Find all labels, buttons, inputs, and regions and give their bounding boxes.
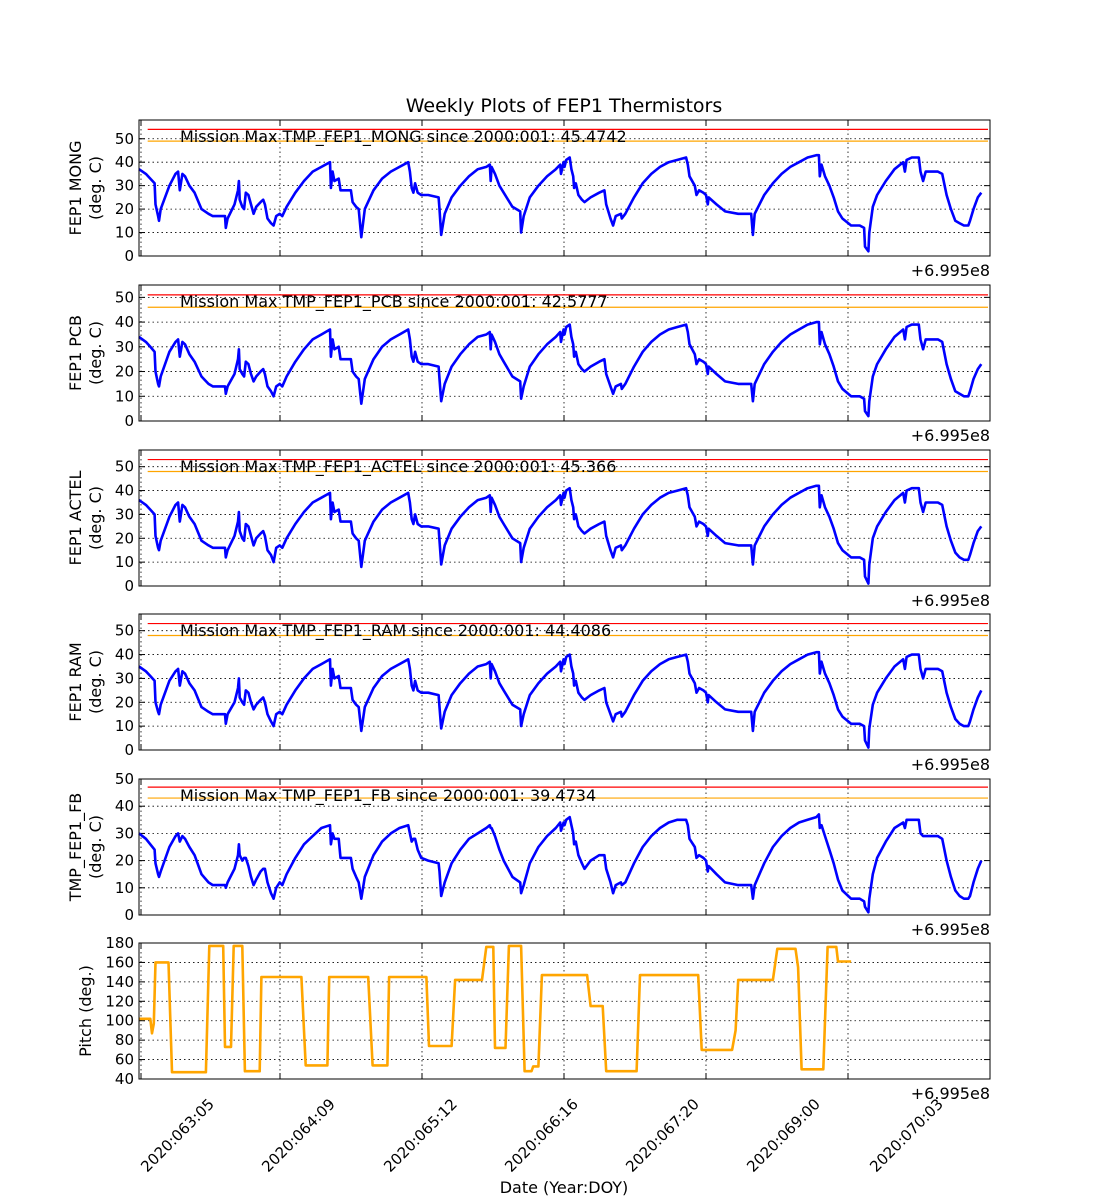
panel-1: 0 10 20 30 40 50 Mission Max TMP_FEP1_MONG sin… xyxy=(66,119,991,280)
mission-max-annotation: Mission Max TMP_FEP1_PCB since 2000:001:… xyxy=(180,292,608,312)
y-axis-label: Pitch (deg.) xyxy=(76,965,95,1057)
x-tick-label: 2020:063:05 xyxy=(137,1095,218,1176)
mission-max-annotation: Mission Max TMP_FEP1_FB since 2000:001: … xyxy=(180,786,596,806)
y-tick-label: 0 xyxy=(124,906,134,924)
y-tick-label: 180 xyxy=(105,934,134,952)
y-axis-label: (deg. C) xyxy=(86,650,105,714)
y-tick-label: 50 xyxy=(115,770,134,788)
y-tick-label: 40 xyxy=(115,797,134,815)
y-tick-label: 30 xyxy=(115,505,134,523)
axes-frame xyxy=(138,778,991,916)
x-tick-label: 2020:066:16 xyxy=(501,1095,582,1176)
panels: 0 10 20 30 40 50 Mission Max TMP_FEP1_MONG sin… xyxy=(66,119,991,1176)
y-tick-label: 60 xyxy=(115,1051,134,1069)
y-tick-label: 30 xyxy=(115,338,134,356)
y-axis-label: (deg. C) xyxy=(86,321,105,385)
mission-max-annotation: Mission Max TMP_FEP1_MONG since 2000:001… xyxy=(180,127,627,147)
y-tick-label: 20 xyxy=(115,200,134,218)
panel-3: 0 10 20 30 40 50 Mission Max TMP_FEP1_ACTEL si… xyxy=(66,449,991,610)
y-axis-label: (deg. C) xyxy=(86,156,105,220)
x-tick-label: 2020:065:12 xyxy=(380,1095,461,1176)
mission-max-annotation: Mission Max TMP_FEP1_ACTEL since 2000:00… xyxy=(180,457,616,477)
y-tick-label: 140 xyxy=(105,973,134,991)
mission-max-annotation: Mission Max TMP_FEP1_RAM since 2000:001:… xyxy=(180,621,611,641)
x-offset-text: +6.995e8 xyxy=(911,261,990,280)
y-tick-label: 0 xyxy=(124,247,134,265)
axes-frame xyxy=(138,119,991,257)
y-tick-label: 100 xyxy=(105,1012,134,1030)
x-tick-label: 2020:064:09 xyxy=(258,1095,339,1176)
y-tick-label: 50 xyxy=(115,458,134,476)
series-line xyxy=(138,484,983,585)
y-tick-label: 30 xyxy=(115,824,134,842)
panel-5: 0 10 20 30 40 50 Mission Max TMP_FEP1_FB since… xyxy=(66,770,991,939)
y-tick-label: 10 xyxy=(115,879,134,897)
y-tick-label: 20 xyxy=(115,852,134,870)
y-tick-label: 20 xyxy=(115,529,134,547)
x-offset-text: +6.995e8 xyxy=(911,755,990,774)
y-tick-label: 80 xyxy=(115,1031,134,1049)
y-tick-label: 0 xyxy=(124,741,134,759)
panel-2: 0 10 20 30 40 50 Mission Max TMP_FEP1_PCB sinc… xyxy=(66,284,991,445)
y-tick-label: 50 xyxy=(115,288,134,306)
x-offset-text: +6.995e8 xyxy=(911,426,990,445)
y-axis-label: (deg. C) xyxy=(86,486,105,550)
y-tick-label: 40 xyxy=(115,646,134,664)
y-tick-label: 10 xyxy=(115,387,134,405)
axes-frame xyxy=(138,284,991,422)
y-tick-label: 160 xyxy=(105,953,134,971)
y-tick-label: 20 xyxy=(115,693,134,711)
series-line xyxy=(139,944,852,1074)
y-tick-label: 40 xyxy=(115,1070,134,1088)
y-axis-label: FEP1 MONG xyxy=(66,141,85,236)
series-line xyxy=(138,153,983,253)
axes-frame xyxy=(138,449,991,587)
y-tick-label: 120 xyxy=(105,992,134,1010)
x-offset-text: +6.995e8 xyxy=(911,920,990,939)
y-tick-label: 40 xyxy=(115,482,134,500)
plot-area xyxy=(139,943,990,1079)
x-tick-label: 2020:069:00 xyxy=(743,1095,824,1176)
y-axis-label: (deg. C) xyxy=(86,815,105,879)
series-line xyxy=(138,320,983,418)
y-tick-label: 0 xyxy=(124,577,134,595)
x-tick-label: 2020:070:03 xyxy=(866,1095,947,1176)
y-tick-label: 30 xyxy=(115,669,134,687)
y-tick-label: 50 xyxy=(115,622,134,640)
x-offset-text: +6.995e8 xyxy=(911,1084,990,1103)
y-tick-label: 20 xyxy=(115,363,134,381)
series-line xyxy=(138,813,983,914)
x-offset-text: +6.995e8 xyxy=(911,591,990,610)
y-tick-label: 10 xyxy=(115,717,134,735)
axes-frame xyxy=(138,942,991,1080)
y-axis-label: FEP1 ACTEL xyxy=(66,470,85,565)
y-axis-label: FEP1 PCB xyxy=(66,315,85,391)
y-tick-label: 30 xyxy=(115,177,134,195)
y-tick-label: 40 xyxy=(115,313,134,331)
panel-4: 0 10 20 30 40 50 Mission Max TMP_FEP1_RAM sinc… xyxy=(66,613,991,774)
x-tick-label: 2020:067:20 xyxy=(622,1095,703,1176)
y-tick-label: 50 xyxy=(115,130,134,148)
series-line xyxy=(138,650,983,749)
y-tick-label: 10 xyxy=(115,553,134,571)
chart-title: Weekly Plots of FEP1 Thermistors xyxy=(406,95,723,117)
y-axis-label: TMP_FEP1_FB xyxy=(66,793,86,903)
y-tick-label: 10 xyxy=(115,224,134,242)
y-tick-label: 0 xyxy=(124,412,134,430)
x-axis-label: Date (Year:DOY) xyxy=(500,1178,629,1197)
y-axis-label: FEP1 RAM xyxy=(66,642,85,721)
y-tick-label: 40 xyxy=(115,153,134,171)
axes-frame xyxy=(138,613,991,751)
